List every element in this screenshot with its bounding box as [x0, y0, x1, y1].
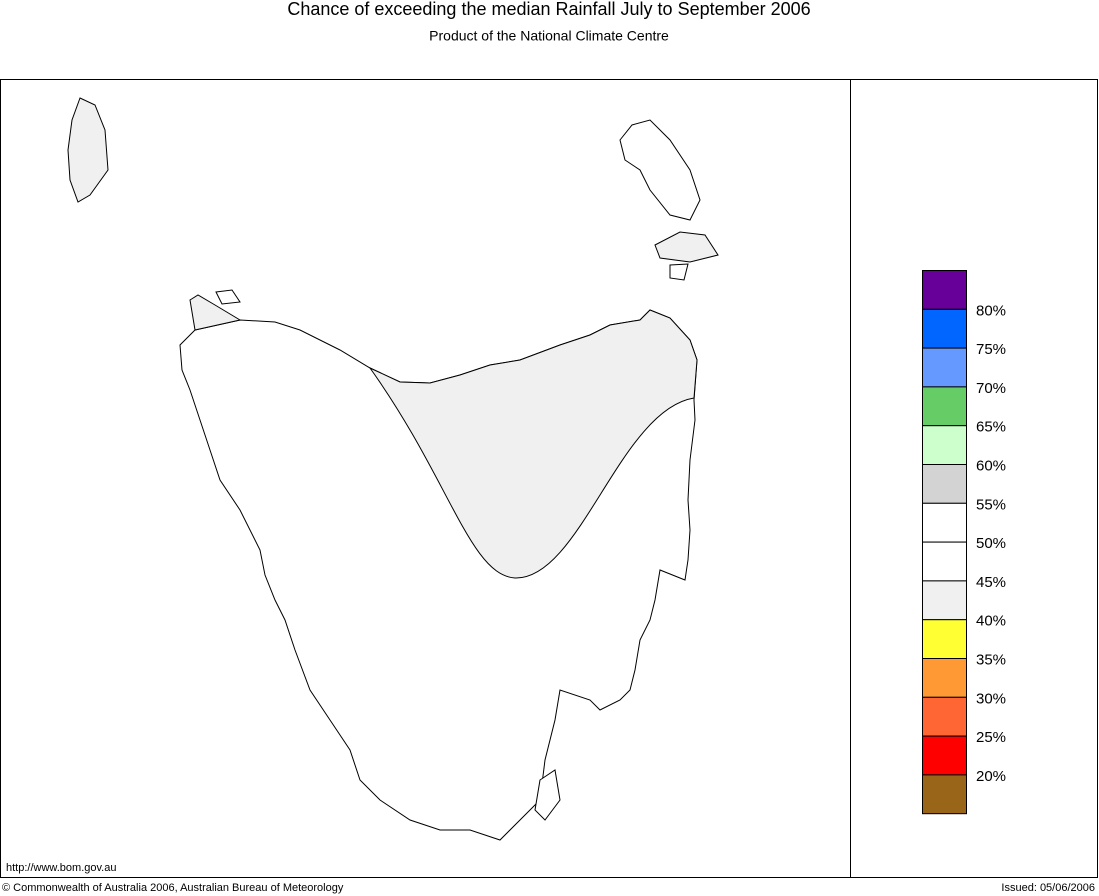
legend-swatch [922, 270, 967, 310]
legend-label: 60% [976, 457, 1006, 474]
legend-label: 20% [976, 768, 1006, 785]
url: http://www.bom.gov.au [6, 862, 116, 874]
legend-label: 65% [976, 419, 1006, 436]
legend-label: 75% [976, 341, 1006, 358]
robbins-island [215, 289, 241, 305]
nw-region [189, 294, 242, 331]
copyright: © Commonwealth of Australia 2006, Austra… [2, 882, 344, 894]
legend-swatch [922, 502, 967, 543]
legend-label: 30% [976, 690, 1006, 707]
legend-label: 35% [976, 651, 1006, 668]
legend-swatch [922, 619, 967, 660]
legend-swatch [922, 347, 967, 388]
legend-swatch [922, 308, 967, 349]
ne-region [368, 309, 698, 579]
legend-label: 80% [976, 302, 1006, 319]
king-island [67, 97, 109, 203]
map-frame [0, 79, 1098, 878]
legend-swatch [922, 696, 967, 737]
legend-swatch [922, 541, 967, 582]
subtitle: Product of the National Climate Centre [429, 28, 669, 44]
cape-barren-island [654, 231, 719, 263]
legend-label: 50% [976, 535, 1006, 552]
flinders-island [619, 119, 701, 221]
legend-swatch [922, 774, 967, 815]
small-island [669, 263, 689, 281]
legend-swatch [922, 425, 967, 466]
map [67, 97, 719, 841]
issued: Issued: 05/06/2006 [1001, 882, 1095, 894]
legend-swatch [922, 580, 967, 621]
legend-label: 70% [976, 380, 1006, 397]
legend-swatch [922, 386, 967, 427]
title: Chance of exceeding the median Rainfall … [287, 0, 810, 19]
legend: 80% 75% 70% 65% 60% 55% 50% 45% 40% 35% 30% 25% 20% [922, 270, 1006, 815]
legend-swatch [922, 658, 967, 698]
bruny-island [534, 769, 561, 821]
legend-label: 55% [976, 496, 1006, 513]
legend-label: 40% [976, 613, 1006, 630]
legend-swatch [922, 735, 967, 776]
legend-label: 25% [976, 729, 1006, 746]
legend-label: 45% [976, 574, 1006, 591]
legend-swatch [922, 464, 967, 504]
